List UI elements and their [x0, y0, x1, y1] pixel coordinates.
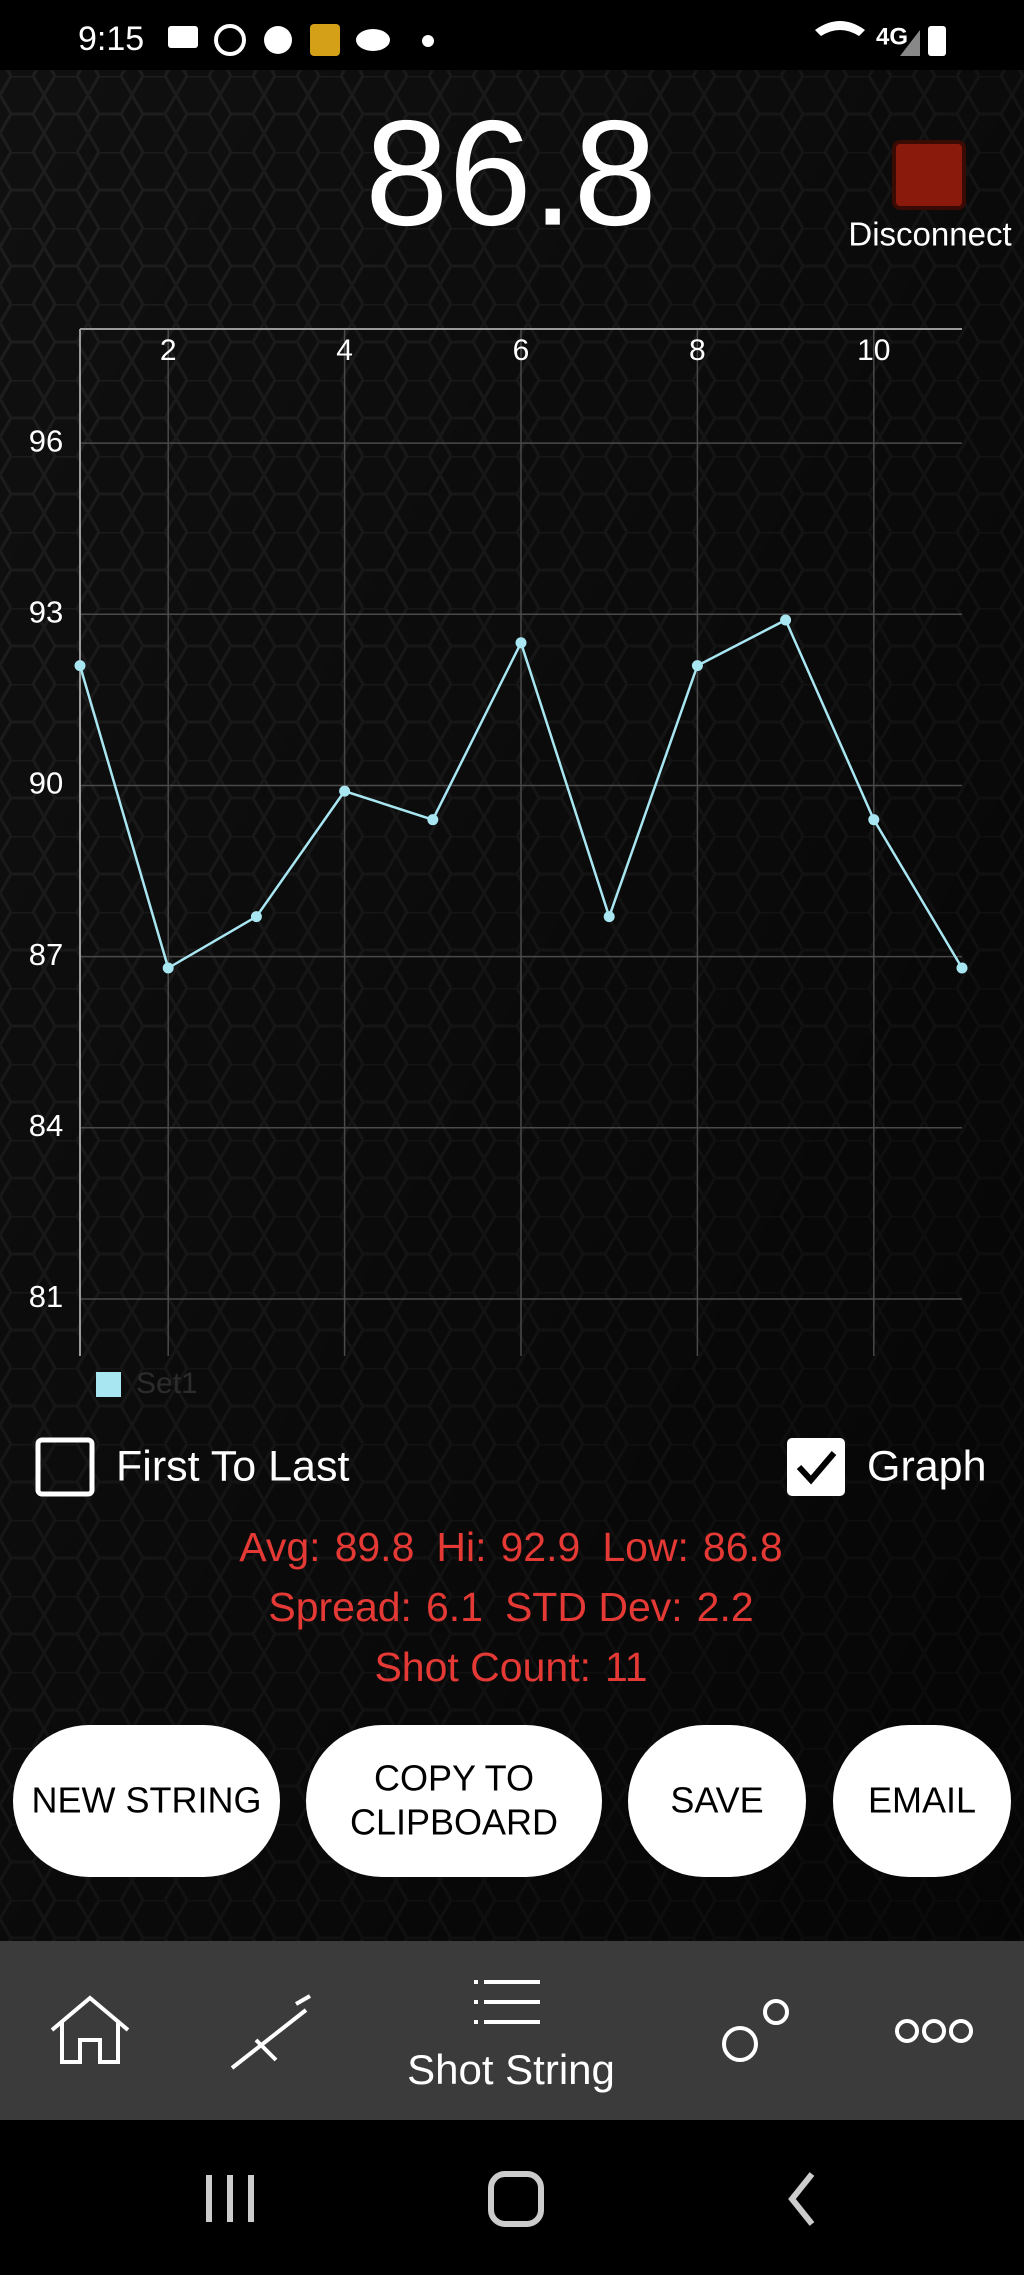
y-tick-label: 90: [29, 766, 63, 801]
system-nav: [0, 2120, 1024, 2275]
stats: Avg: 89.8 Hi: 92.9 Low: 86.8 Spread: 6.1 STD Dev…: [239, 1524, 782, 1690]
option-checkbox[interactable]: First To Last: [35, 1437, 349, 1497]
x-tick-label: 2: [160, 334, 177, 367]
x-tick-label: 8: [689, 334, 706, 367]
status-time: 9:15: [78, 20, 144, 58]
button-label[interactable]: COPY TO: [374, 1758, 534, 1799]
action-button[interactable]: NEW STRING: [13, 1725, 280, 1877]
stat-label: Hi:: [436, 1524, 486, 1570]
data-point: [250, 911, 262, 923]
data-point: [162, 962, 174, 974]
options: First To Last Graph: [35, 1437, 987, 1497]
nav-settings[interactable]: [722, 2026, 758, 2062]
stat-label: Shot Count:: [374, 1644, 591, 1690]
button-shape[interactable]: [628, 1725, 806, 1877]
nav-more-3[interactable]: [949, 2019, 973, 2043]
y-tick-label: 87: [29, 937, 63, 972]
y-tick-label: 81: [29, 1279, 63, 1314]
option-checkbox[interactable]: Graph: [787, 1438, 987, 1496]
x-tick-label: 6: [513, 334, 530, 367]
stat-value: 11: [605, 1644, 648, 1690]
nav-home[interactable]: [50, 1995, 130, 2064]
stat-value: 2.2: [697, 1584, 754, 1630]
recents[interactable]: [206, 2175, 254, 2222]
data-point: [603, 911, 615, 923]
status-icons: 4G: [168, 21, 946, 56]
shade: [0, 70, 1024, 1941]
data-point: [868, 814, 880, 826]
system-nav-icons: [206, 2171, 815, 2227]
y-tick-label: 84: [29, 1108, 63, 1143]
nav-active-label[interactable]: Shot String: [407, 2046, 615, 2093]
checkbox-checked[interactable]: [787, 1438, 845, 1496]
stat-label: Avg:: [239, 1524, 320, 1570]
stats-line: Shot Count: 11: [374, 1644, 647, 1690]
data-point: [427, 814, 439, 826]
back[interactable]: [788, 2172, 815, 2226]
option-label[interactable]: First To Last: [116, 1442, 349, 1490]
y-tick-label: 96: [29, 423, 63, 458]
data-point: [691, 660, 703, 672]
button-shape[interactable]: [13, 1725, 280, 1877]
button-shape[interactable]: [306, 1725, 602, 1877]
button-shape[interactable]: [833, 1725, 1011, 1877]
x-tick-label: 10: [857, 334, 890, 367]
stat-label: Low:: [602, 1524, 689, 1570]
disconnect-label[interactable]: Disconnect: [848, 216, 1011, 253]
stat-value: 92.9: [501, 1524, 581, 1570]
stats-line: Spread: 6.1 STD Dev: 2.2: [268, 1584, 753, 1630]
nav-more-1[interactable]: [895, 2019, 919, 2043]
data-point: [74, 660, 86, 672]
disconnect-button[interactable]: Disconnect: [848, 140, 1012, 253]
button-label[interactable]: SAVE: [670, 1780, 763, 1821]
stat-value: 6.1: [426, 1584, 483, 1630]
current-reading: 86.8: [365, 89, 657, 257]
button-label[interactable]: CLIPBOARD: [350, 1802, 558, 1843]
action-button[interactable]: SAVE: [628, 1725, 806, 1877]
stat-label: Spread:: [268, 1584, 412, 1630]
nav-more-2[interactable]: [922, 2019, 946, 2043]
legend-swatch: [96, 1372, 121, 1397]
data-point: [956, 962, 968, 974]
stat-label: STD Dev:: [505, 1584, 683, 1630]
nav-icons: [50, 1980, 973, 2070]
nav-settings-small[interactable]: [763, 1999, 789, 2025]
bottom-nav: [0, 1941, 1024, 2120]
checkmark[interactable]: [796, 1451, 837, 1485]
data-point: [515, 637, 527, 649]
action-button[interactable]: EMAIL: [833, 1725, 1011, 1877]
svg-text:4G: 4G: [876, 23, 908, 50]
option-label[interactable]: Graph: [867, 1442, 987, 1490]
stats-line: Avg: 89.8 Hi: 92.9 Low: 86.8: [239, 1524, 782, 1570]
button-label[interactable]: EMAIL: [868, 1780, 976, 1821]
data-point: [780, 614, 792, 626]
chart: 81 84 87 90 93 96 2 4 6 8 10 Set1: [29, 328, 968, 1400]
status-bar: [0, 0, 1024, 70]
disconnect-icon[interactable]: [892, 140, 966, 210]
home[interactable]: [488, 2171, 544, 2227]
stat-value: 86.8: [703, 1524, 783, 1570]
stat-value: 89.8: [335, 1524, 415, 1570]
data-point: [339, 785, 351, 797]
checkbox-unchecked[interactable]: [35, 1437, 95, 1497]
nav-shot-string[interactable]: [474, 1980, 540, 2024]
y-tick-label: 93: [29, 594, 63, 629]
button-label[interactable]: NEW STRING: [32, 1780, 262, 1821]
x-tick-label: 4: [336, 334, 353, 367]
legend-label: Set1: [136, 1367, 198, 1400]
nav-rifle[interactable]: [230, 1994, 311, 2070]
